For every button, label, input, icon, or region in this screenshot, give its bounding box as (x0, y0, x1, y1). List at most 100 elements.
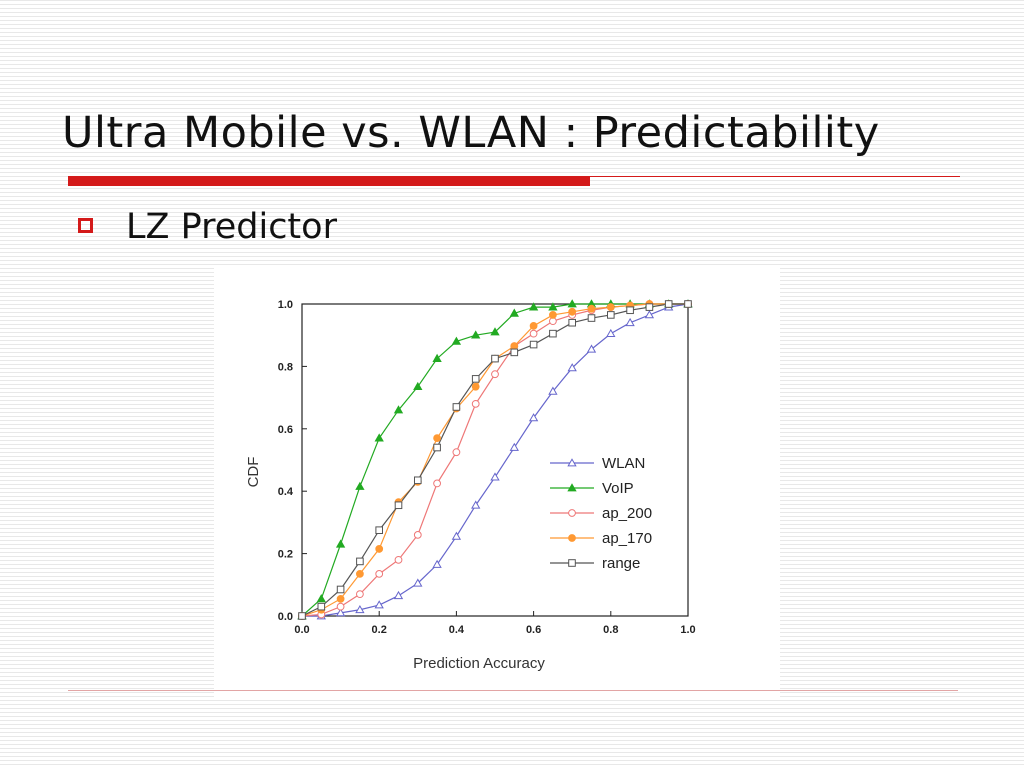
x-tick-label: 0.6 (526, 624, 541, 636)
data-point-voip (528, 302, 539, 311)
data-point-wlan (586, 344, 597, 353)
data-point-ap_200 (452, 448, 461, 457)
plot-frame (301, 303, 689, 617)
data-point-voip (393, 405, 404, 414)
data-point-wlan (509, 442, 519, 451)
data-point-wlan (355, 604, 365, 614)
data-point-ap_170 (471, 382, 480, 391)
data-point-voip (471, 330, 481, 339)
data-point-wlan (335, 608, 346, 617)
slide-title: Ultra Mobile vs. WLAN : Predictability (62, 108, 880, 158)
data-point-voip (509, 308, 519, 317)
x-tick-label: 0.8 (603, 624, 618, 636)
legend-label-range: range (602, 555, 640, 572)
data-point-wlan (432, 559, 442, 568)
data-point-voip (335, 539, 346, 548)
cdf-line-chart: 0.0 0.2 0.4 0.6 0.8 1.0 0.0 0.2 0.4 0.6 0.8 1.0 WLA… (245, 299, 696, 672)
data-point-voip (432, 353, 442, 362)
legend-marker-wlan (567, 458, 577, 467)
data-point-ap_200 (529, 329, 538, 338)
data-point-ap_200 (433, 479, 442, 488)
data-point-wlan (528, 413, 539, 422)
title-underline-thick (68, 176, 590, 186)
data-point-range (452, 403, 461, 411)
data-point-ap_170 (336, 594, 345, 603)
data-point-ap_170 (433, 434, 442, 443)
data-point-voip (548, 302, 558, 311)
data-point-range (568, 318, 576, 327)
data-point-ap_170 (356, 569, 364, 578)
data-point-wlan (393, 590, 404, 600)
legend-marker-ap_200 (568, 509, 576, 517)
data-point-range (414, 476, 422, 485)
data-point-range (336, 585, 345, 594)
y-tick-label: 0.2 (278, 549, 293, 561)
bullet-text: LZ Predictor (126, 207, 337, 247)
data-point-ap_170 (529, 321, 538, 330)
legend-marker-ap_170 (568, 534, 576, 542)
data-point-range (433, 443, 441, 452)
data-point-range (549, 329, 557, 338)
series-markers (297, 299, 693, 620)
data-point-wlan (413, 578, 423, 587)
data-point-wlan (625, 317, 635, 327)
data-point-ap_170 (587, 304, 596, 313)
data-point-range (317, 602, 326, 611)
legend-label-wlan: WLAN (602, 455, 645, 472)
data-point-voip (451, 336, 462, 345)
data-point-wlan (471, 500, 481, 509)
data-point-ap_200 (413, 530, 422, 539)
title-underline-thin (590, 176, 960, 177)
data-point-ap_170 (510, 342, 519, 351)
data-point-voip (374, 433, 384, 442)
legend-marker-range (568, 559, 576, 567)
data-point-range (684, 300, 692, 308)
data-point-range (664, 300, 673, 308)
data-point-voip (355, 481, 365, 490)
data-point-range (529, 340, 538, 349)
y-tick-label: 0.8 (278, 361, 293, 373)
y-tick-label: 0.4 (278, 486, 294, 498)
data-point-ap_200 (336, 602, 345, 611)
data-point-wlan (490, 472, 500, 481)
y-axis-label: CDF (245, 457, 262, 488)
y-tick-label: 0.6 (278, 424, 293, 436)
data-point-range (645, 303, 654, 311)
data-point-range (587, 314, 596, 322)
data-point-range (491, 354, 499, 363)
legend-label-voip: VoIP (602, 480, 634, 497)
data-point-range (298, 612, 306, 620)
y-tick-label: 0.0 (278, 611, 293, 623)
data-point-voip (316, 594, 326, 603)
data-point-ap_170 (549, 311, 557, 319)
data-point-voip (567, 299, 577, 308)
data-point-ap_200 (375, 569, 384, 578)
data-point-range (375, 526, 383, 534)
x-axis-label: Prediction Accuracy (413, 655, 545, 672)
data-point-range (394, 501, 403, 510)
legend-marker-voip (567, 483, 577, 492)
data-point-ap_200 (491, 370, 499, 379)
data-point-ap_200 (356, 590, 364, 599)
data-point-ap_200 (394, 555, 403, 564)
data-point-voip (490, 327, 500, 336)
data-point-ap_170 (568, 307, 577, 316)
data-point-wlan (644, 310, 655, 319)
data-point-range (356, 557, 364, 566)
data-point-range (471, 375, 480, 383)
data-point-range (510, 348, 519, 357)
legend-label-ap_200: ap_200 (602, 505, 652, 522)
chart-axes: 0.0 0.2 0.4 0.6 0.8 1.0 0.0 0.2 0.4 0.6 0.8 1.0 (278, 299, 696, 636)
footer-divider (68, 690, 958, 691)
data-point-ap_170 (606, 303, 615, 312)
x-tick-label: 1.0 (680, 624, 695, 636)
data-point-ap_170 (375, 545, 384, 553)
data-point-ap_200 (471, 399, 480, 408)
x-tick-label: 0.2 (372, 624, 387, 636)
y-tick-label: 1.0 (278, 299, 293, 311)
data-point-wlan (606, 328, 616, 337)
data-point-wlan (567, 363, 577, 372)
hollow-square-bullet-icon (78, 218, 93, 233)
data-point-wlan (451, 531, 462, 540)
